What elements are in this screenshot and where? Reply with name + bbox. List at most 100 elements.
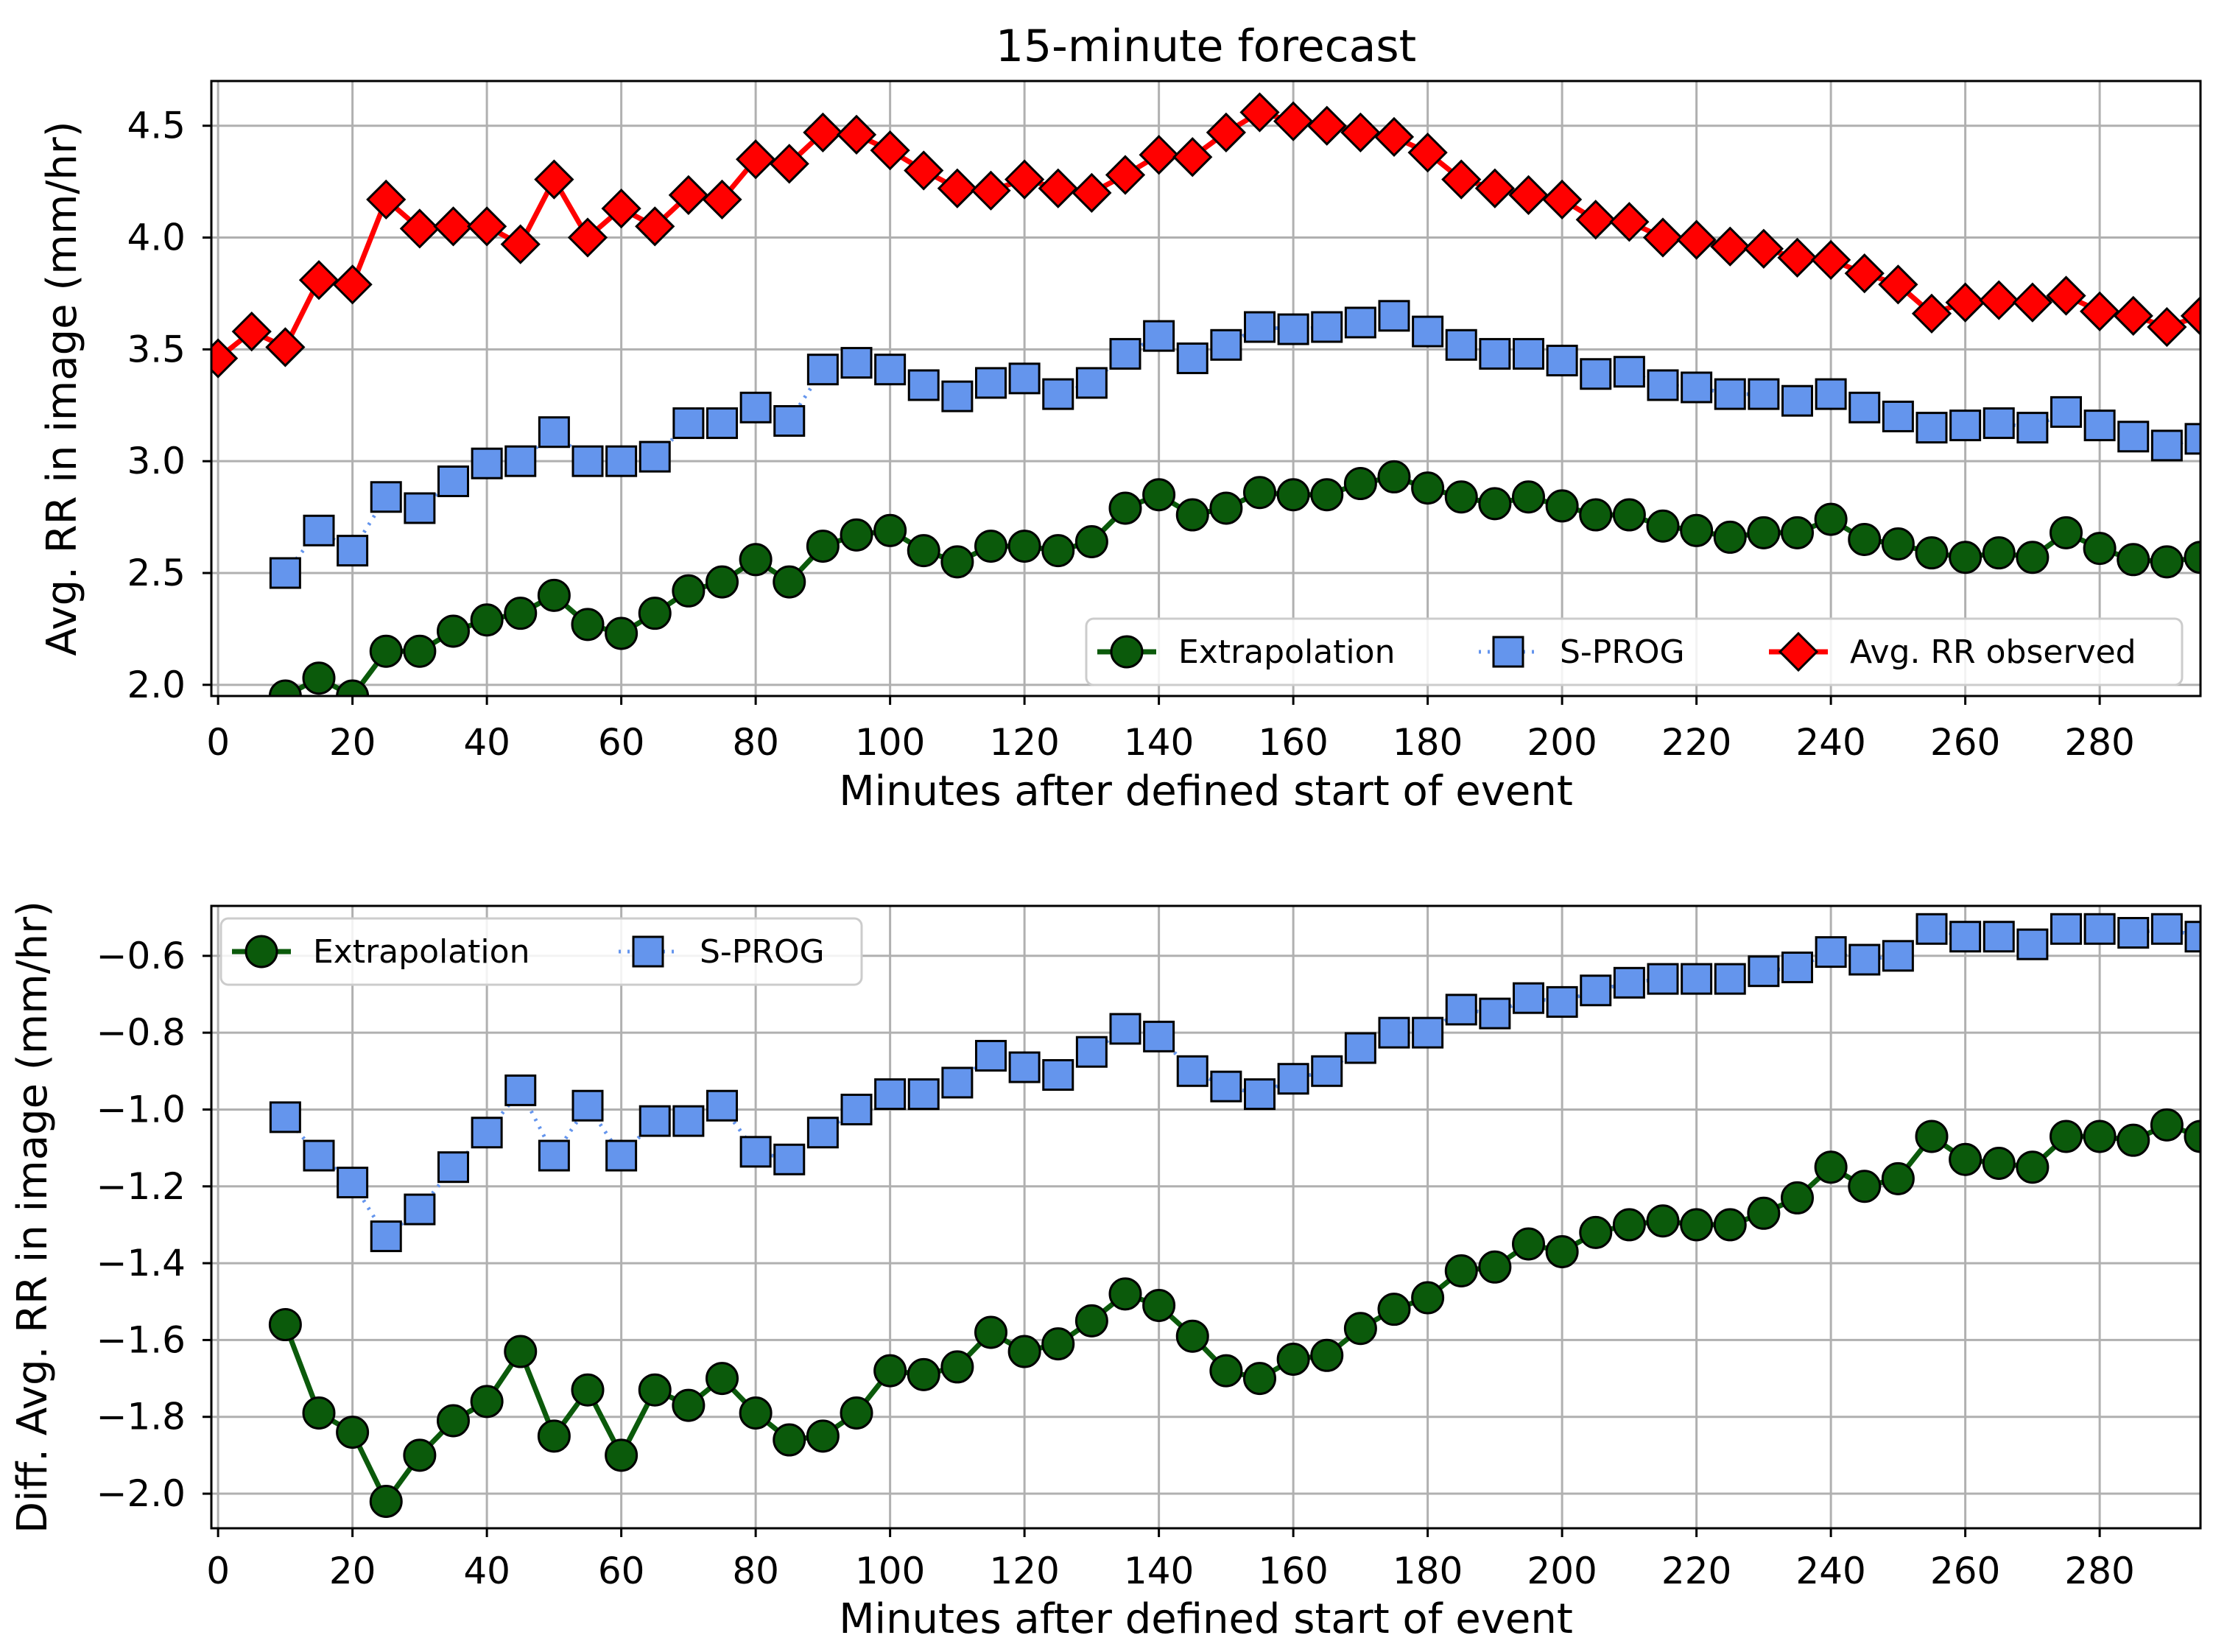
x-tick-label: 160 — [1258, 721, 1328, 764]
avg-rr-observed-point — [1474, 168, 1515, 208]
x-tick-label: 80 — [732, 721, 779, 764]
s-prog-point — [1882, 400, 1914, 432]
extrapolation-point — [403, 634, 437, 668]
s-prog-point — [773, 1143, 806, 1175]
legend-extrapolation-label: Extrapolation — [313, 933, 530, 971]
s-prog-point — [1915, 913, 1948, 945]
s-prog-point — [739, 391, 772, 423]
x-tick-label: 60 — [598, 721, 645, 764]
extrapolation-point — [1209, 1354, 1243, 1388]
extrapolation-point — [974, 1315, 1007, 1349]
s-prog-point — [1075, 367, 1108, 399]
extrapolation-point — [437, 1404, 470, 1438]
s-prog-point — [1210, 328, 1242, 361]
extrapolation-point — [1074, 524, 1108, 558]
extrapolation-point — [1377, 1293, 1411, 1326]
avg-rr-observed-point — [1239, 92, 1280, 133]
s-prog-point — [874, 354, 907, 386]
y-tick-label: −1.8 — [96, 1396, 186, 1438]
s-prog-point — [2184, 423, 2200, 455]
avg-rr-observed-point — [1105, 155, 1146, 195]
s-prog-point — [975, 367, 1007, 399]
s-prog-point — [337, 1167, 369, 1199]
avg-rr-observed-point — [1139, 135, 1179, 175]
extrapolation-point — [1881, 1161, 1915, 1195]
avg-rr-observed-point — [2012, 282, 2052, 323]
x-tick-label: 0 — [206, 721, 230, 764]
avg-rr-observed-point — [870, 130, 910, 171]
legend-avg-rr-observed-label: Avg. RR observed — [1850, 633, 2136, 671]
s-prog-point — [773, 405, 806, 437]
avg-rr-observed-point — [1743, 228, 1784, 269]
s-prog-point — [471, 1117, 503, 1149]
chart-title: 15-minute forecast — [996, 21, 1416, 72]
avg-rr-observed-point — [1407, 133, 1448, 173]
s-prog-point — [1143, 1020, 1175, 1052]
s-prog-point — [1311, 311, 1343, 343]
extrapolation-point — [1646, 1204, 1680, 1238]
extrapolation-point — [1007, 1335, 1041, 1368]
extrapolation-point — [1108, 491, 1142, 525]
legend-s-prog-marker — [1492, 636, 1524, 668]
avg-rr-observed-point — [1676, 219, 1717, 260]
s-prog-point — [1445, 328, 1477, 361]
avg-rr-observed-point — [635, 206, 675, 247]
extrapolation-point — [336, 1416, 370, 1449]
extrapolation-point — [1142, 1288, 1176, 1322]
extrapolation-point — [2016, 541, 2050, 574]
s-prog-point — [404, 492, 436, 524]
s-prog-point — [269, 557, 301, 589]
x-axis-ticks: 0 20 40 60 80 100 120 140 160 180 200 220 240 260 280 — [206, 696, 2135, 764]
extrapolation-point — [2184, 541, 2200, 574]
avg-rr-observed-point — [399, 208, 440, 249]
legend-box — [1085, 617, 2184, 686]
s-prog-point — [2150, 913, 2183, 945]
legend: Extrapolation S-PROG Avg. RR observed — [1085, 617, 2184, 686]
avg-rr-observed-point — [1542, 179, 1583, 220]
s-prog-point — [504, 445, 537, 477]
s-prog-point — [975, 1039, 1007, 1072]
s-prog-point — [1815, 378, 1847, 410]
extrapolation-point — [1579, 1215, 1613, 1249]
extrapolation-point — [1478, 1250, 1512, 1284]
extrapolation-point — [1276, 1342, 1310, 1376]
extrapolation-point — [470, 1385, 504, 1419]
extrapolation-point — [369, 1484, 403, 1518]
extrapolation-point — [1478, 487, 1512, 521]
s-prog-point — [1613, 966, 1645, 999]
s-prog-point — [1580, 358, 1612, 390]
x-tick-label: 220 — [1661, 721, 1731, 764]
extrapolation-point — [2117, 543, 2150, 577]
s-prog-point — [1412, 315, 1444, 348]
x-tick-label: 60 — [598, 1550, 645, 1592]
s-prog-point — [437, 1151, 469, 1184]
s-prog-point — [638, 440, 671, 473]
s-prog-point — [437, 465, 469, 498]
y-tick-label: −1.4 — [96, 1242, 186, 1284]
x-tick-label: 280 — [2064, 721, 2134, 764]
s-prog-point — [907, 369, 940, 401]
extrapolation-point — [1915, 1120, 1949, 1153]
extrapolation-point — [1343, 1312, 1377, 1346]
s-prog-point — [303, 514, 335, 546]
s-prog-point — [1311, 1055, 1343, 1087]
avg-rr-observed-point — [1911, 293, 1952, 334]
s-prog-point — [2016, 412, 2049, 444]
avg-rr-observed-point — [769, 144, 809, 184]
extrapolation-point — [2083, 1120, 2117, 1153]
s-prog-point — [1647, 369, 1679, 401]
s-prog-point — [2050, 913, 2082, 945]
s-prog-point — [1277, 1063, 1309, 1095]
s-prog-point — [1479, 337, 1511, 370]
extrapolation-point — [806, 1419, 840, 1453]
s-prog-point — [1949, 921, 1982, 953]
extrapolation-point — [638, 1373, 672, 1407]
avg-rr-observed-point — [904, 150, 944, 191]
extrapolation-point — [302, 661, 336, 695]
s-prog-point — [2117, 421, 2150, 453]
extrapolation-line — [284, 474, 2200, 696]
s-prog-point — [303, 1139, 335, 1172]
x-tick-label: 200 — [1527, 1550, 1597, 1592]
extrapolation-point — [706, 565, 739, 599]
avg-rr-observed-point — [736, 139, 776, 180]
